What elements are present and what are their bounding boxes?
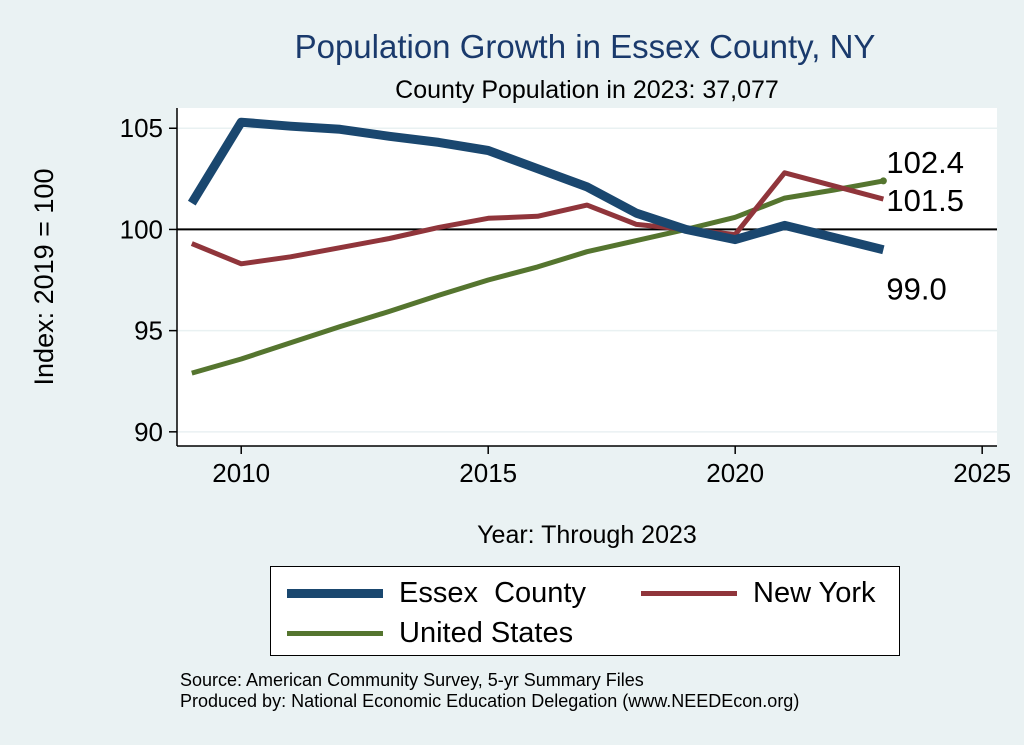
chart-subtitle: County Population in 2023: 37,077 xyxy=(395,76,779,104)
y-tick-label-95: 95 xyxy=(134,316,163,346)
source-text: Source: American Community Survey, 5-yr … xyxy=(180,670,644,690)
legend-swatch-united-states xyxy=(287,631,383,636)
y-tick-label-105: 105 xyxy=(120,113,163,143)
source-note: Source: American Community Survey, 5-yr … xyxy=(180,670,799,712)
y-tick-label-100: 100 xyxy=(120,214,163,244)
y-tick-label-90: 90 xyxy=(134,417,163,447)
legend: Essex County New York United States xyxy=(270,566,900,656)
legend-label-essex: Essex County xyxy=(399,577,586,609)
series-layer xyxy=(187,117,887,376)
legend-swatch-essex xyxy=(287,589,383,598)
legend-swatch-new-york xyxy=(641,591,737,596)
legend-label-united-states: United States xyxy=(399,617,574,649)
end-label-essex-county: 99.0 xyxy=(886,272,946,307)
axes: 90 95 100 105 2010 2015 2020 2025 xyxy=(120,108,1011,488)
legend-item-essex: Essex County xyxy=(287,577,586,610)
legend-item-united-states: United States xyxy=(287,617,573,650)
x-tick-label-2015: 2015 xyxy=(459,458,517,488)
producer-text: Produced by: National Economic Education… xyxy=(180,691,800,711)
plot-area xyxy=(177,108,997,446)
series-line-new-york xyxy=(190,170,885,267)
end-label-new-york: 101.5 xyxy=(886,183,964,218)
end-label-united-states: 102.4 xyxy=(886,145,964,180)
legend-item-new-york: New York xyxy=(641,577,876,610)
x-tick-label-2010: 2010 xyxy=(212,458,270,488)
series-end-marker-united-states xyxy=(879,177,887,185)
x-tick-label-2025: 2025 xyxy=(953,458,1011,488)
series-line-united-states xyxy=(191,178,884,376)
x-axis-label: Year: Through 2023 xyxy=(477,521,697,549)
series-line-essex-county xyxy=(187,117,885,255)
x-tick-label-2020: 2020 xyxy=(706,458,764,488)
y-axis-label: Index: 2019 = 100 xyxy=(29,169,59,386)
legend-label-new-york: New York xyxy=(753,577,876,609)
chart-title: Population Growth in Essex County, NY xyxy=(295,28,876,65)
